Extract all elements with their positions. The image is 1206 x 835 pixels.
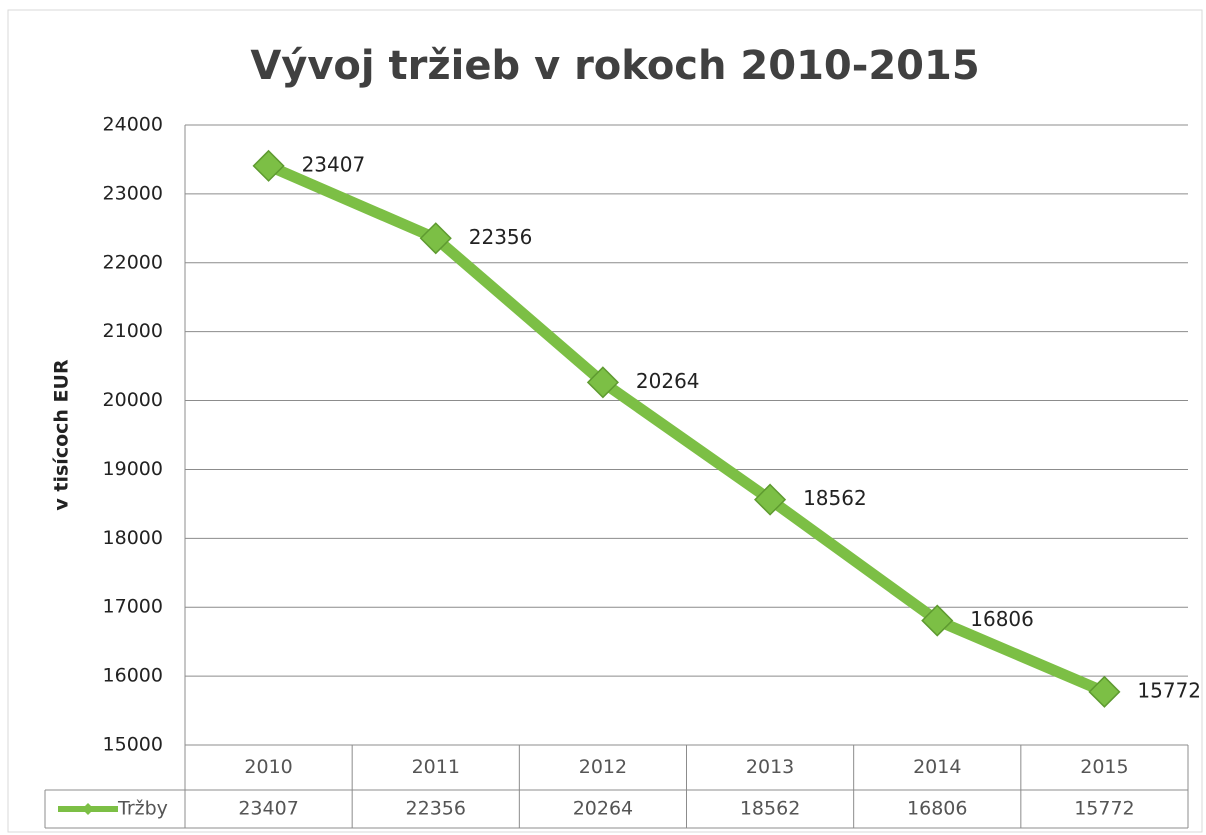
point-marker — [419, 222, 452, 255]
y-tick-label: 16000 — [103, 665, 163, 687]
data-label: 18562 — [803, 486, 867, 510]
point-marker — [921, 604, 954, 637]
y-tick-label: 22000 — [103, 251, 163, 273]
table-value: 16806 — [907, 798, 967, 820]
y-tick-label: 18000 — [103, 527, 163, 549]
table-value: 20264 — [573, 798, 633, 820]
x-tick-label: 2015 — [1080, 756, 1128, 778]
x-tick-label: 2011 — [412, 756, 460, 778]
data-label: 23407 — [302, 152, 366, 176]
table-value: 23407 — [238, 798, 298, 820]
table-value: 15772 — [1074, 798, 1134, 820]
y-tick-label: 15000 — [103, 734, 163, 756]
data-label: 22356 — [469, 225, 533, 249]
legend-marker — [82, 803, 94, 815]
data-label: 20264 — [636, 369, 700, 393]
y-tick-label: 20000 — [103, 389, 163, 411]
y-tick-label: 17000 — [103, 596, 163, 618]
data-label: 15772 — [1137, 678, 1201, 702]
x-tick-label: 2012 — [579, 756, 627, 778]
y-tick-label: 24000 — [103, 114, 163, 136]
table-value: 18562 — [740, 798, 800, 820]
y-tick-label: 19000 — [103, 458, 163, 480]
x-tick-label: 2014 — [913, 756, 961, 778]
x-tick-label: 2010 — [244, 756, 292, 778]
y-axis-label: v tisícoch EUR — [51, 359, 73, 511]
data-label: 16806 — [970, 607, 1034, 631]
y-tick-label: 21000 — [103, 320, 163, 342]
point-marker — [252, 149, 285, 182]
point-marker — [754, 483, 787, 516]
point-marker — [586, 366, 619, 399]
chart-title: Vývoj tržieb v rokoch 2010-2015 — [250, 43, 979, 89]
table-value: 22356 — [406, 798, 466, 820]
y-tick-label: 23000 — [103, 182, 163, 204]
series-line — [266, 160, 1107, 697]
chart-frame — [7, 9, 1203, 833]
point-marker — [1088, 675, 1121, 708]
legend-label: Tržby — [117, 798, 168, 820]
x-tick-label: 2013 — [746, 756, 794, 778]
